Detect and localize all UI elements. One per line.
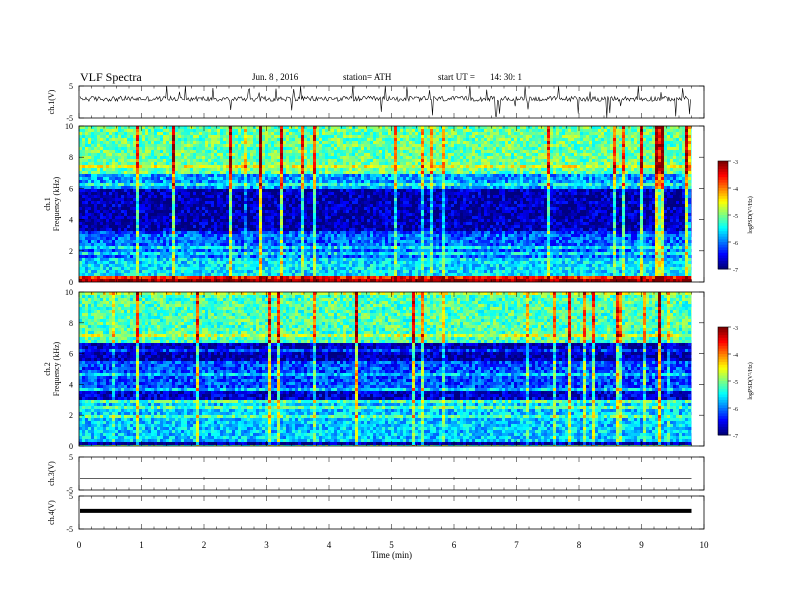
ch1-spectrogram-ytick-label: 4 — [69, 216, 73, 225]
ch1-spectrogram-colorbar — [717, 160, 729, 270]
ch2-spectrogram-channel-label: ch.2 — [43, 362, 52, 376]
ch4-waveform-ytick-label: -5 — [66, 525, 73, 534]
x-axis-label: Time (min) — [371, 550, 412, 560]
ch1-spectrogram-ytick-label: 0 — [69, 278, 73, 287]
x-tick-label: 7 — [514, 540, 519, 550]
ch2-spectrogram-ytick-label: 0 — [69, 442, 73, 451]
x-tick-label: 10 — [700, 540, 710, 550]
start-time-value: 14: 30: 1 — [490, 72, 522, 82]
ch1-waveform-ylabel: ch.1(V) — [47, 89, 56, 114]
date-label: Jun. 8 , 2016 — [252, 72, 298, 82]
ch1-spectrogram-colorbar-tick-label: -6 — [733, 241, 738, 247]
ch1-spectrogram-ylabel: Frequency (kHz) — [52, 176, 61, 231]
ch3-waveform-ylabel: ch.3(V) — [47, 461, 56, 486]
ch1-spectrogram-ytick-label: 8 — [69, 153, 73, 162]
ch1-spectrogram-ytick-label: 10 — [65, 122, 73, 131]
ch1-waveform-ytick-label: -5 — [66, 114, 73, 123]
ch2-spectrogram-colorbar-tick-label: -3 — [733, 326, 738, 332]
x-tick-label: 8 — [577, 540, 582, 550]
ch3-waveform-ytick-label: 5 — [69, 453, 73, 462]
ch1-spectrogram-colorbar-tick-label: -3 — [733, 160, 738, 166]
ch4-waveform-ylabel: ch.4(V) — [47, 500, 56, 525]
ch1-spectrogram-colorbar-label: logPSD(V²/Hz) — [747, 196, 754, 233]
chart-title: VLF Spectra — [80, 70, 142, 85]
station-label: station= ATH — [343, 72, 391, 82]
ch1-spectrogram-channel-label: ch.1 — [43, 197, 52, 211]
x-tick-label: 1 — [139, 540, 144, 550]
ch2-spectrogram-colorbar-label: logPSD(V²/Hz) — [747, 362, 754, 399]
ch2-spectrogram-cells — [79, 292, 692, 446]
x-tick-label: 0 — [77, 540, 82, 550]
ch2-spectrogram-colorbar-tick-label: -4 — [733, 353, 738, 359]
ch2-spectrogram-colorbar-tick-label: -7 — [733, 434, 738, 440]
x-tick-label: 9 — [639, 540, 644, 550]
ch2-spectrogram-ytick-label: 6 — [69, 350, 73, 359]
x-tick-label: 5 — [389, 540, 394, 550]
ch2-spectrogram-colorbar-tick-label: -5 — [733, 380, 738, 386]
ch1-waveform-trace — [79, 85, 691, 118]
ch2-spectrogram-ytick-label: 10 — [65, 288, 73, 297]
start-time-label: start UT = — [438, 72, 475, 82]
ch1-spectrogram-colorbar-tick-label: -5 — [733, 214, 738, 220]
ch2-spectrogram-colorbar-tick-label: -6 — [733, 407, 738, 413]
ch2-spectrogram-colorbar — [717, 326, 729, 436]
ch2-spectrogram-ytick-label: 8 — [69, 319, 73, 328]
ch1-spectrogram-colorbar-tick-label: -4 — [733, 187, 738, 193]
ch3-waveform-ytick-label: -5 — [66, 486, 73, 495]
x-tick-label: 2 — [202, 540, 207, 550]
x-tick-label: 4 — [327, 540, 332, 550]
ch1-spectrogram-ytick-label: 6 — [69, 184, 73, 193]
ch1-spectrogram-ytick-label: 2 — [69, 247, 73, 256]
ch2-spectrogram-ytick-label: 2 — [69, 411, 73, 420]
ch1-waveform-ytick-label: 5 — [69, 82, 73, 91]
ch2-spectrogram-ytick-label: 4 — [69, 380, 73, 389]
ch1-spectrogram-cells — [79, 126, 692, 282]
ch1-spectrogram-colorbar-tick-label: -7 — [733, 268, 738, 274]
ch4-waveform-ytick-label: 5 — [69, 492, 73, 501]
x-tick-label: 3 — [264, 540, 269, 550]
ch2-spectrogram-ylabel: Frequency (kHz) — [52, 341, 61, 396]
x-tick-label: 6 — [452, 540, 457, 550]
